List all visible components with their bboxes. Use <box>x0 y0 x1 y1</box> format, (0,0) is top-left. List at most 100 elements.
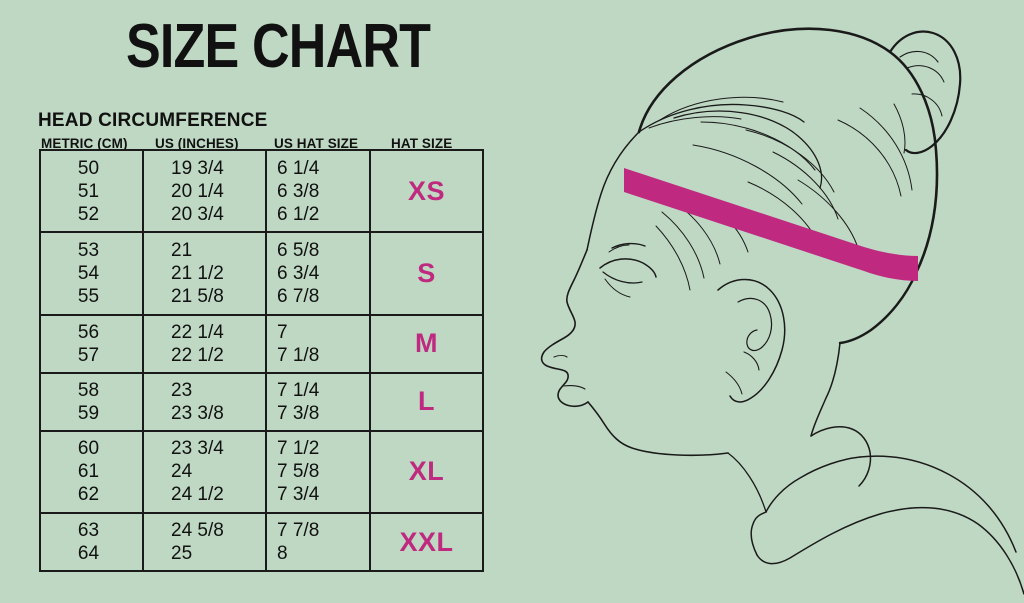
measuring-band-right <box>864 247 918 281</box>
cell-inches-value: 23 3/4 <box>171 438 224 460</box>
cell-us-hat-size-value: 6 1/4 <box>277 157 320 179</box>
table-row: 53 54 55 21 21 1/2 21 5/8 6 5/8 6 3/4 6 7/8 S <box>39 231 484 316</box>
cell-us-hat-size-value: 7 7/8 <box>277 520 320 542</box>
eyelid-line <box>602 271 643 284</box>
ear-tragus-line <box>725 371 743 395</box>
cell-us-hat-size-value: 7 1/8 <box>277 344 320 366</box>
cell-us-hat-size-value: 6 7/8 <box>277 286 320 308</box>
cell-metric-value: 60 <box>77 438 100 460</box>
size-table: 50 51 52 19 3/4 20 1/4 20 3/4 6 1/4 6 3/8 6 1/2 X… <box>39 148 484 572</box>
section-title: HEAD CIRCUMFERENCE <box>38 110 268 131</box>
hair-strand-front-1 <box>659 96 784 121</box>
ear-outline <box>717 278 786 403</box>
cell-metric-value: 51 <box>77 180 100 202</box>
cell-inches-value: 24 5/8 <box>171 520 224 542</box>
column-header-us-hat-size: US HAT SIZE <box>274 136 359 151</box>
ear-inner-line <box>737 297 773 352</box>
cell-metric: 53 54 55 <box>39 231 144 316</box>
skull-top-line <box>637 27 892 134</box>
cell-us-hat-size-value: 7 <box>277 321 288 343</box>
cell-inches-value: 19 3/4 <box>171 157 224 179</box>
cell-inches: 22 1/4 22 1/2 <box>142 313 267 374</box>
hair-strand-back-1 <box>837 119 902 197</box>
table-row: 60 61 62 23 3/4 24 24 1/2 7 1/2 7 5/8 7 3/4 XL <box>39 429 484 515</box>
cell-us-hat-size-value: 8 <box>277 543 288 565</box>
neck-front-line <box>727 452 767 513</box>
eyelash-line <box>604 278 631 298</box>
cell-metric-value: 63 <box>77 520 100 542</box>
cell-us-hat-size-value: 7 3/4 <box>277 484 320 506</box>
hairline-front <box>638 103 805 133</box>
eye-line <box>599 258 657 278</box>
jaw-line <box>587 401 729 457</box>
skull-right-line <box>888 50 939 275</box>
hair-strand-crown-7 <box>797 179 859 249</box>
lip-line <box>563 385 586 390</box>
cell-metric-value: 56 <box>77 321 100 343</box>
cell-us-hat-size-value: 7 1/4 <box>277 379 320 401</box>
hair-strand-crown-4 <box>772 151 839 220</box>
cell-inches-value: 20 3/4 <box>171 203 224 225</box>
forehead-line <box>586 131 640 251</box>
collar-upper-line <box>810 426 872 487</box>
hair-strand-crown-2 <box>700 121 816 171</box>
cell-us-hat-size: 7 7/8 8 <box>265 512 371 572</box>
table-row: 58 59 23 23 3/8 7 1/4 7 3/8 L <box>39 371 484 432</box>
cell-inches-value: 21 5/8 <box>171 286 224 308</box>
cell-us-hat-size: 7 1/2 7 5/8 7 3/4 <box>265 429 371 515</box>
cell-hat-size: S <box>369 231 484 316</box>
cell-us-hat-size-value: 6 5/8 <box>277 240 320 262</box>
cell-inches: 19 3/4 20 1/4 20 3/4 <box>142 148 267 234</box>
cell-metric: 63 64 <box>39 512 144 572</box>
hair-strand-crown-5 <box>692 144 803 205</box>
cell-metric-value: 61 <box>77 461 100 483</box>
shoulder-top-line <box>765 456 861 513</box>
hair-strand-front-2 <box>648 116 742 129</box>
neck-back-line <box>810 342 841 437</box>
cell-inches-value: 21 <box>171 240 193 262</box>
column-header-hat-size: HAT SIZE <box>391 136 453 151</box>
column-header-inches: US (INCHES) <box>155 136 239 151</box>
eyebrow-line <box>611 242 646 249</box>
skull-lower-right-line <box>838 271 918 345</box>
hair-bun-strand-2 <box>906 65 945 83</box>
cell-metric: 58 59 <box>39 371 144 432</box>
measuring-band <box>624 168 864 271</box>
cell-metric-value: 57 <box>77 344 100 366</box>
cell-inches: 23 3/4 24 24 1/2 <box>142 429 267 515</box>
cell-metric: 56 57 <box>39 313 144 374</box>
cell-inches-value: 25 <box>171 543 193 565</box>
cell-metric-value: 52 <box>77 203 100 225</box>
temple-hair-3 <box>661 211 705 279</box>
hair-strand-crown-1 <box>673 110 823 189</box>
head-illustration <box>508 0 1024 603</box>
cell-us-hat-size: 6 5/8 6 3/4 6 7/8 <box>265 231 371 316</box>
cell-inches-value: 24 1/2 <box>171 484 224 506</box>
cell-metric-value: 55 <box>77 286 100 308</box>
cell-us-hat-size-value: 6 3/4 <box>277 263 320 285</box>
temple-hair-4 <box>655 225 691 291</box>
hair-strand-back-2 <box>859 107 913 191</box>
nostril-line <box>553 354 568 358</box>
hair-bun-strand-1 <box>899 50 939 63</box>
cell-hat-size: XL <box>369 429 484 515</box>
hair-bun-strand-3 <box>911 93 943 117</box>
cell-metric-value: 58 <box>77 379 100 401</box>
cell-us-hat-size-value: 6 1/2 <box>277 203 320 225</box>
cell-metric-value: 54 <box>77 263 100 285</box>
cell-inches: 23 23 3/8 <box>142 371 267 432</box>
hair-bun-strand-4 <box>893 103 906 154</box>
hair-strand-crown-3 <box>745 129 835 193</box>
hair-bun-outline <box>888 30 962 155</box>
cell-inches: 24 5/8 25 <box>142 512 267 572</box>
cell-hat-size: M <box>369 313 484 374</box>
cell-inches-value: 24 <box>171 461 193 483</box>
cell-inches: 21 21 1/2 21 5/8 <box>142 231 267 316</box>
cell-us-hat-size: 7 1/4 7 3/8 <box>265 371 371 432</box>
cell-inches-value: 22 1/4 <box>171 321 224 343</box>
table-row: 63 64 24 5/8 25 7 7/8 8 XXL <box>39 512 484 572</box>
cell-us-hat-size-value: 7 5/8 <box>277 461 320 483</box>
face-profile-line <box>540 249 589 408</box>
cell-metric-value: 50 <box>77 157 100 179</box>
